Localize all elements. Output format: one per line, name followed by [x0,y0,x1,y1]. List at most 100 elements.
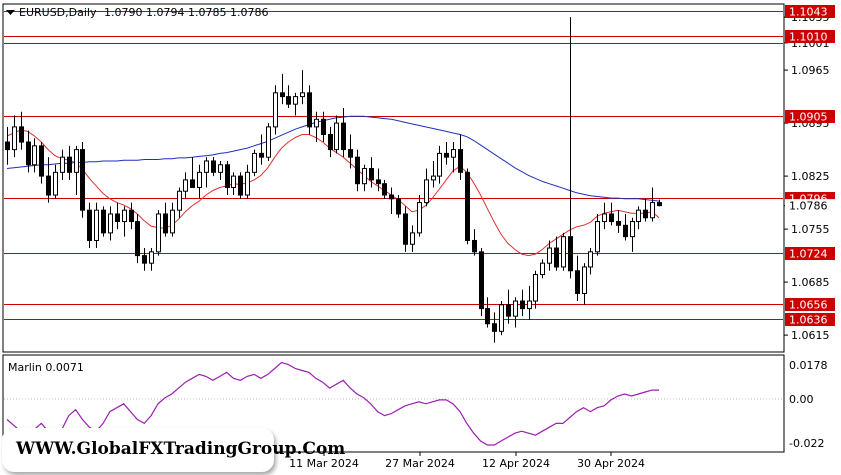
price-tick-label: 1.0825 [791,170,830,183]
candle [451,142,456,173]
candle [101,206,106,237]
candle [334,115,339,154]
collapse-triangle-icon[interactable] [6,10,15,15]
candle-body [307,92,312,128]
level-label-bg [785,30,835,43]
candle [575,255,580,302]
candle-body [444,152,449,158]
candle [177,187,182,218]
candle-body [568,236,573,272]
candle [389,187,394,214]
level-label: 1.0724 [789,248,828,261]
candle [485,297,490,328]
candle [595,213,600,256]
candle-body [101,209,106,234]
candle [355,149,360,192]
candle [643,198,648,222]
candle-body [492,323,497,332]
candle [170,202,175,237]
candle [39,142,44,184]
candle-body [396,198,401,215]
candle-body [643,209,648,219]
candle [554,236,559,271]
candle-body [499,304,504,332]
candle [636,206,641,230]
candle [314,111,319,143]
candle [142,248,147,271]
candle-body [259,152,264,158]
candle-body [403,213,408,245]
candle [540,259,545,279]
candle [259,134,264,165]
candle [129,202,134,230]
price-tick-label: 1.0615 [791,329,830,342]
candle [348,134,353,169]
candle-body [314,118,319,128]
candle-body [238,175,243,196]
candle-body [609,213,614,223]
candle [472,229,477,256]
candle-body [636,209,641,223]
candle-body [520,300,525,310]
candle [376,168,381,192]
candle-body [376,179,381,185]
candle-body [156,213,161,253]
candle [506,289,511,324]
indicator-tick-zero: 0.00 [789,393,814,406]
candle [307,85,312,135]
candle [382,179,387,199]
candle-body [321,118,326,135]
candle-body [122,209,127,223]
candle [80,142,85,218]
candle-body [369,168,374,181]
candle [362,164,367,192]
candle-body [197,171,202,188]
candle-body [225,164,230,188]
candle [26,130,31,173]
candle [266,123,271,161]
candle-body [245,171,250,196]
candle [431,160,436,188]
candle-body [554,247,559,268]
level-label-bg [785,5,835,18]
candle-body [479,251,484,310]
candle-body [115,213,120,223]
candle [616,210,621,233]
level-label: 1.0656 [789,299,828,312]
price-tick-label: 1.0685 [791,276,830,289]
candle-body [183,179,188,192]
candle-body [575,270,580,294]
oscillator-line [6,361,659,446]
candle-body [273,92,278,128]
candle [424,168,429,207]
candle [32,138,37,173]
candle [410,225,415,252]
candle-body [211,160,216,173]
candle [156,210,161,256]
current-price-bg [785,199,835,213]
candle [520,289,525,317]
candle-body [67,156,72,173]
candle [225,160,230,196]
candle [211,157,216,177]
candle-body [582,266,587,294]
candle-body [389,194,394,200]
candle [286,85,291,108]
level-label: 1.1043 [789,6,828,19]
candle [252,149,257,177]
slow-ma-line [6,115,660,202]
price-pane [2,3,785,353]
candle-body [595,221,600,253]
candle-body [5,141,10,151]
candle-body [177,190,182,211]
candle-body [341,122,346,151]
candle-body [485,308,490,325]
date-tick-label: 27 Mar 2024 [385,457,455,470]
price-axis: 1.10351.10011.09651.08951.08251.07861.07… [784,11,830,342]
candle-body [602,213,607,223]
level-label-bg [785,110,835,123]
ohlc-label: 1.0790 1.0794 1.0785 1.0786 [104,6,268,19]
candle-body [293,96,298,105]
candle-body [163,213,168,234]
candle [245,164,250,199]
